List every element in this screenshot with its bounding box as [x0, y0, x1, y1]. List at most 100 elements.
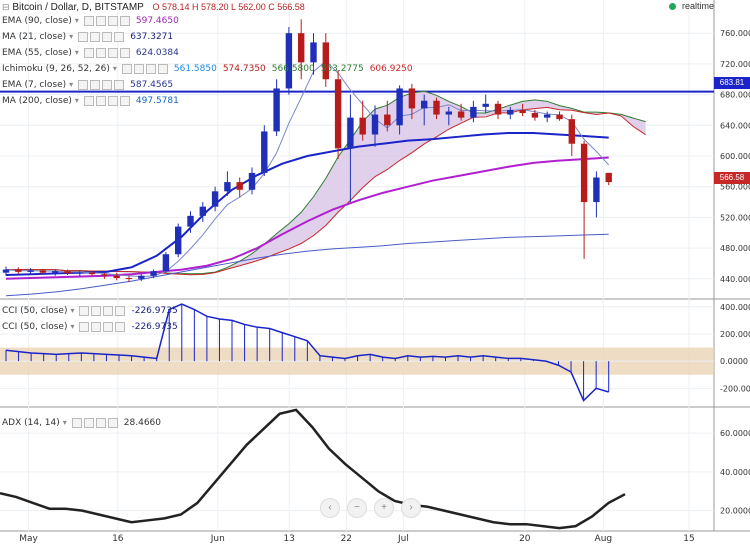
chevron-down-icon[interactable]: ▾: [112, 64, 117, 73]
x-tick-label: 13: [283, 534, 294, 544]
candle-body: [445, 111, 452, 115]
settings-icon[interactable]: [121, 63, 132, 74]
indicator-value: -226.9735: [131, 306, 178, 316]
candle-body: [359, 117, 366, 135]
visibility-icon[interactable]: [83, 417, 94, 428]
chevron-down-icon[interactable]: ▾: [69, 80, 74, 89]
indicator-value: 606.9250: [369, 64, 413, 74]
settings-icon[interactable]: [71, 417, 82, 428]
close-icon[interactable]: [119, 95, 130, 106]
indicator-legend-row[interactable]: EMA (90, close) ▾ 597.4650: [2, 14, 179, 28]
visibility-icon[interactable]: [90, 79, 101, 90]
x-tick-label: 20: [519, 534, 531, 544]
candle-body: [285, 33, 293, 89]
indicator-label: CCI (50, close): [2, 306, 68, 316]
candle-body: [88, 272, 96, 275]
settings-icon[interactable]: [79, 305, 90, 316]
candle-body: [125, 278, 133, 280]
close-icon[interactable]: [115, 321, 126, 332]
ma-line-1: [5, 131, 609, 276]
close-icon[interactable]: [114, 79, 125, 90]
low-value: L 562.00: [231, 2, 266, 12]
candle-body: [433, 100, 440, 115]
chevron-down-icon[interactable]: ▾: [74, 48, 79, 57]
adx-legend-row[interactable]: ADX (14, 14) ▾ 28.4660: [2, 416, 161, 430]
settings-icon[interactable]: [83, 95, 94, 106]
add-icon[interactable]: [107, 15, 118, 26]
visibility-icon[interactable]: [90, 31, 101, 42]
chart-title-row: ⊟ Bitcoin / Dollar, D, BITSTAMP O 578.14…: [2, 0, 305, 14]
indicator-value: 637.3271: [130, 32, 174, 42]
chevron-down-icon[interactable]: ▾: [70, 306, 75, 315]
chevron-down-icon[interactable]: ▾: [62, 418, 67, 427]
add-icon[interactable]: [145, 63, 156, 74]
settings-icon[interactable]: [79, 321, 90, 332]
cci-line: [5, 303, 609, 402]
visibility-icon[interactable]: [133, 63, 144, 74]
visibility-icon[interactable]: [91, 305, 102, 316]
indicator-value: 497.5781: [135, 96, 179, 106]
x-tick-label: Aug: [595, 534, 613, 544]
chevron-down-icon[interactable]: ▾: [70, 322, 75, 331]
close-icon[interactable]: [115, 305, 126, 316]
cci-legend-row[interactable]: CCI (50, close) ▾ -226.9735: [2, 320, 178, 334]
candle-body: [421, 100, 428, 109]
indicator-label: MA (200, close): [2, 96, 72, 106]
realtime-dot-icon: [669, 3, 677, 11]
chevron-down-icon[interactable]: ▾: [74, 16, 79, 25]
add-icon[interactable]: [102, 79, 113, 90]
y-tick-label: 640.0000: [720, 121, 750, 130]
candle-body: [494, 103, 502, 115]
settings-icon[interactable]: [78, 79, 89, 90]
visibility-icon[interactable]: [91, 321, 102, 332]
visibility-icon[interactable]: [95, 95, 106, 106]
y-tick-label: 400.0000: [720, 303, 750, 312]
close-icon[interactable]: [119, 15, 130, 26]
settings-icon[interactable]: [78, 31, 89, 42]
add-icon[interactable]: [107, 95, 118, 106]
indicator-label: CCI (50, close): [2, 322, 68, 332]
indicator-value: 553.2775: [320, 64, 364, 74]
candle-body: [236, 182, 243, 190]
add-icon[interactable]: [95, 417, 106, 428]
candle-body: [568, 119, 575, 144]
candle-body: [482, 103, 489, 107]
scroll-right-button[interactable]: ›: [401, 498, 421, 518]
chevron-down-icon[interactable]: ▾: [74, 96, 79, 105]
close-icon[interactable]: [119, 47, 130, 58]
candle-body: [261, 131, 268, 173]
y-tick-label: 40.0000: [720, 468, 750, 477]
candle-body: [162, 254, 170, 272]
close-icon[interactable]: [114, 31, 125, 42]
zoom-in-button[interactable]: +: [374, 498, 394, 518]
indicator-legend-row[interactable]: MA (21, close) ▾ 637.3271: [2, 30, 173, 44]
indicator-legend-row[interactable]: Ichimoku (9, 26, 52, 26) ▾ 561.5850 574.735…: [2, 62, 413, 76]
indicator-legend-row[interactable]: EMA (7, close) ▾ 587.4565: [2, 78, 173, 92]
indicator-legend-row[interactable]: EMA (55, close) ▾ 624.0384: [2, 46, 179, 60]
last-price-tag: 566.58: [714, 172, 750, 184]
indicator-legend-row[interactable]: MA (200, close) ▾ 497.5781: [2, 94, 179, 108]
add-icon[interactable]: [103, 305, 114, 316]
add-icon[interactable]: [103, 321, 114, 332]
add-icon[interactable]: [107, 47, 118, 58]
visibility-icon[interactable]: [95, 15, 106, 26]
cci-legend-row[interactable]: CCI (50, close) ▾ -226.9735: [2, 304, 178, 318]
add-icon[interactable]: [102, 31, 113, 42]
close-icon[interactable]: [107, 417, 118, 428]
x-tick-label: 16: [112, 534, 124, 544]
candle-body: [457, 111, 465, 118]
candle-body: [408, 88, 416, 109]
visibility-icon[interactable]: [95, 47, 106, 58]
settings-icon[interactable]: [83, 47, 94, 58]
candle-body: [187, 215, 194, 227]
collapse-icon[interactable]: ⊟: [2, 2, 10, 12]
close-icon[interactable]: [157, 63, 168, 74]
scroll-left-button[interactable]: ‹: [320, 498, 340, 518]
candle-body: [371, 114, 379, 135]
settings-icon[interactable]: [83, 15, 94, 26]
indicator-label: ADX (14, 14): [2, 418, 60, 428]
chevron-down-icon[interactable]: ▾: [69, 32, 74, 41]
y-tick-label: 480.0000: [720, 244, 750, 253]
zoom-out-button[interactable]: −: [347, 498, 367, 518]
